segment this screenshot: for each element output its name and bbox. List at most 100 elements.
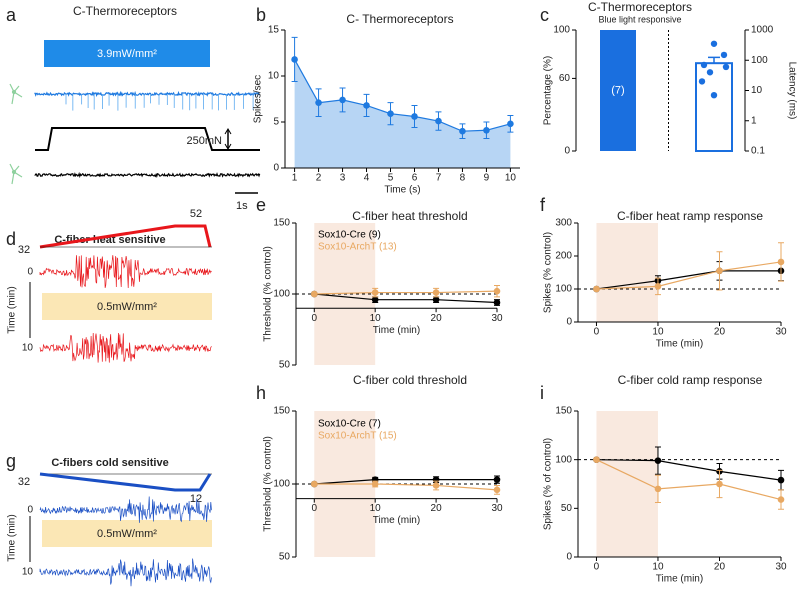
light-label: 0.5mW/mm² — [97, 301, 157, 313]
y2-axis-label: Latency (ms) — [786, 62, 797, 120]
x-tick-label: 8 — [460, 173, 466, 184]
panel-letter: d — [6, 229, 16, 249]
recording-trace — [39, 255, 212, 289]
y-axis-label: Spikes/sec — [253, 75, 264, 123]
x-tick-label: 4 — [364, 173, 370, 184]
y-tick-label: 10 — [268, 71, 280, 82]
time-end: 10 — [22, 567, 34, 578]
series-line — [596, 270, 781, 290]
x-tick-label: 2 — [316, 173, 322, 184]
y-tick-label: 15 — [268, 25, 280, 36]
error-bar — [708, 56, 720, 64]
time-end: 10 — [22, 343, 34, 354]
x-tick-label: 30 — [491, 313, 503, 324]
x-tick-label: 10 — [652, 327, 664, 338]
ramp-end: 12 — [190, 493, 202, 505]
bar-label: (7) — [611, 84, 624, 96]
data-point — [493, 476, 501, 483]
y-tick-label: 50 — [279, 360, 291, 371]
ramp-start: 32 — [18, 476, 30, 488]
data-point — [722, 63, 730, 71]
y-tick-label: 0 — [566, 317, 572, 328]
data-point — [716, 267, 723, 275]
data-point — [654, 283, 662, 290]
time-axis-label: Time (min) — [7, 286, 18, 333]
panel-g: C-fibers cold sensitive 32 12 0.5mW/mm² … — [7, 457, 212, 578]
data-point — [777, 258, 785, 266]
panel-letter: f — [540, 195, 546, 215]
data-point — [493, 486, 501, 494]
cold-ramp — [39, 472, 212, 492]
heat-ramp — [39, 224, 212, 249]
y-axis-label: Threshold (% control) — [263, 436, 274, 532]
x-axis-label: Time (min) — [656, 574, 703, 585]
y-tick-label: 100 — [555, 284, 572, 295]
data-point — [432, 296, 440, 303]
neuron-icon — [9, 83, 23, 105]
diagram-title: C-fiber heat sensitive — [54, 234, 165, 246]
data-point — [483, 126, 490, 134]
series-line — [294, 59, 511, 132]
panel-letter: a — [6, 5, 17, 25]
data-point — [507, 120, 514, 128]
panel-letter: g — [6, 451, 16, 471]
data-point — [493, 287, 501, 295]
chart-title: C-fiber cold threshold — [353, 373, 467, 387]
chart-title: C- Thermoreceptors — [346, 12, 453, 26]
legend-entry: Sox10-ArchT (15) — [318, 431, 397, 442]
data-point — [493, 299, 501, 306]
x-tick-label: 30 — [491, 503, 503, 514]
x-axis-label: Time (min) — [373, 515, 420, 526]
y-tick-label: 0 — [273, 163, 279, 174]
x-tick-label: 0 — [594, 562, 600, 573]
data-point — [315, 99, 322, 106]
y2-tick-label: 1000 — [751, 25, 774, 36]
y2-tick-label: 1 — [751, 115, 757, 126]
data-point — [777, 476, 785, 484]
x-tick-label: 30 — [775, 327, 787, 338]
recording-trace — [39, 496, 212, 523]
data-point — [720, 51, 728, 59]
series-line — [314, 479, 497, 485]
data-point — [593, 456, 600, 463]
data-point — [706, 69, 714, 76]
force-step — [35, 127, 260, 151]
legend-entry: Sox10-Cre (7) — [318, 419, 381, 430]
recording-trace — [39, 332, 212, 363]
chart-title: C-fiber cold ramp response — [618, 373, 763, 387]
x-axis-label: Time (min) — [656, 339, 703, 350]
series-line — [314, 290, 498, 295]
data-point — [710, 40, 718, 47]
x-tick-label: 10 — [370, 313, 382, 324]
bar — [695, 62, 733, 152]
y-tick-label: 150 — [273, 406, 290, 417]
time-start: 0 — [27, 505, 33, 516]
x-tick-label: 3 — [340, 173, 346, 184]
x-tick-label: 6 — [412, 173, 418, 184]
x-tick-label: 20 — [714, 327, 726, 338]
x-axis-label: Time (s) — [384, 185, 420, 196]
x-tick-label: 20 — [431, 503, 443, 514]
diagram-title: C-Thermoreceptors — [73, 4, 177, 18]
time-axis-label: Time (min) — [7, 514, 18, 561]
x-tick-label: 20 — [431, 313, 443, 324]
y-tick-label: 150 — [273, 218, 290, 229]
diagram-title: C-fibers cold sensitive — [51, 457, 168, 469]
data-point — [777, 496, 785, 503]
data-point — [363, 102, 370, 109]
data-point — [700, 61, 708, 69]
data-point — [371, 289, 379, 296]
chart-subtitle: Blue light responsive — [598, 14, 681, 24]
panel-a: C-Thermoreceptors 3.9mW/mm² 250mN 1s — [9, 4, 260, 212]
data-point — [339, 96, 346, 104]
x-tick-label: 10 — [505, 173, 517, 184]
y-tick-label: 150 — [555, 406, 572, 417]
light-bar — [44, 40, 210, 67]
y-tick-label: 100 — [273, 479, 290, 490]
data-point — [371, 480, 379, 488]
y-tick-label: 50 — [561, 503, 573, 514]
data-point — [411, 113, 418, 120]
y-axis-label: Threshold (% control) — [263, 246, 274, 342]
panel-letter: e — [256, 195, 266, 215]
bar — [600, 30, 636, 151]
